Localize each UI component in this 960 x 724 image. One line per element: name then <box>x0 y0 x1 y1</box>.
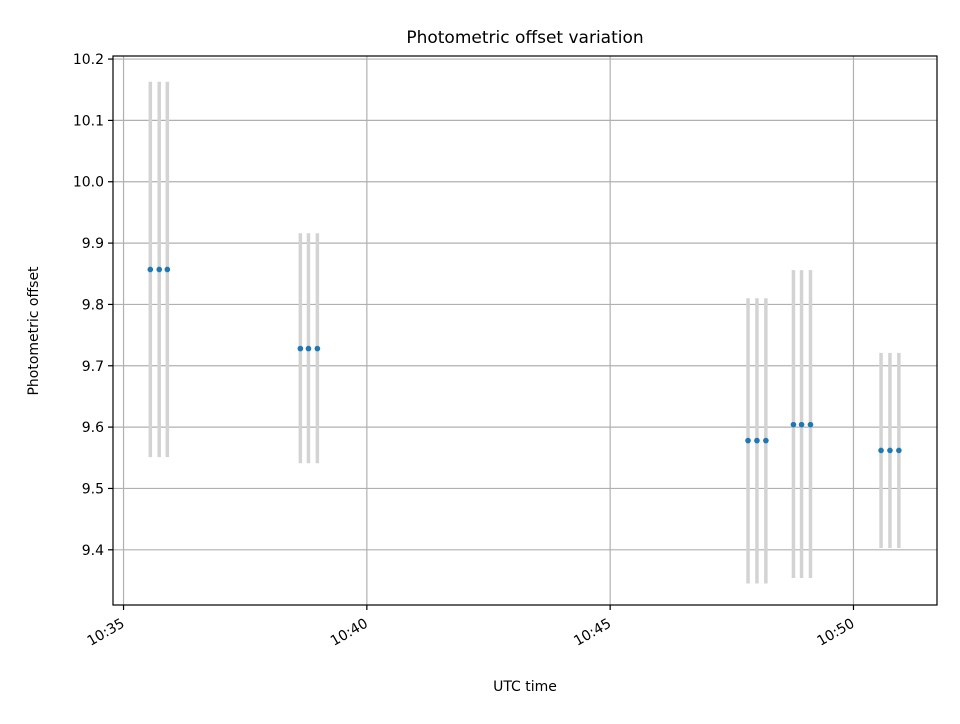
y-tick-label: 10.0 <box>73 175 104 191</box>
data-point <box>164 266 171 273</box>
y-tick-label: 9.9 <box>82 236 104 252</box>
grid-lines <box>113 56 937 605</box>
data-point <box>798 421 805 428</box>
data-point <box>297 345 304 352</box>
data-point <box>754 437 760 444</box>
data-points <box>147 266 902 454</box>
chart-title: Photometric offset variation <box>406 28 643 48</box>
data-point <box>887 447 893 454</box>
data-point <box>745 437 751 444</box>
data-point <box>156 266 163 273</box>
y-tick-label: 9.5 <box>82 481 104 497</box>
y-axis-label: Photometric offset <box>26 266 42 396</box>
plot-frame <box>112 55 938 606</box>
data-point <box>807 421 814 428</box>
y-tick-label: 10.1 <box>73 113 104 129</box>
data-point <box>305 345 312 352</box>
data-point <box>790 421 797 428</box>
y-tick-label: 9.6 <box>82 420 104 436</box>
data-point <box>896 447 902 454</box>
y-tick-label: 10.2 <box>73 52 104 68</box>
y-tick-label: 9.8 <box>82 297 104 313</box>
y-tick-label: 9.7 <box>82 359 104 375</box>
y-axis-ticks: 9.4 9.5 9.6 9.7 9.8 9.9 10.0 10.1 10.2 <box>73 52 113 559</box>
data-point <box>763 437 769 444</box>
data-point <box>878 447 884 454</box>
y-tick-label: 9.4 <box>82 543 104 559</box>
data-point <box>314 345 321 352</box>
data-point <box>147 266 154 273</box>
x-axis-label: UTC time <box>493 679 557 695</box>
